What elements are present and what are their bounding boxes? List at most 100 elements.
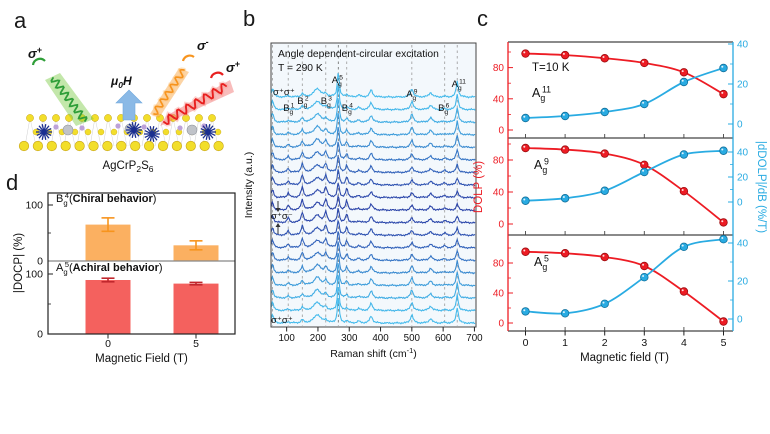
d-subpanel-title: Bg4(Chiral behavior) — [56, 191, 156, 207]
svg-text:40: 40 — [493, 289, 505, 300]
svg-text:400: 400 — [372, 333, 389, 344]
data-point — [719, 146, 728, 155]
silver-atom — [186, 124, 198, 136]
svg-text:Ag9: Ag9 — [406, 89, 418, 102]
svg-text:0: 0 — [498, 319, 504, 330]
svg-text:Ag11: Ag11 — [532, 85, 551, 103]
sigma-plus-incident-label: σ+ — [28, 45, 43, 61]
c-right-axis-label: |dDOLP|/dB (%/T) — [755, 141, 767, 233]
beams — [31, 54, 234, 127]
data-point — [521, 196, 530, 205]
data-point — [600, 149, 609, 158]
svg-text:Bg2: Bg2 — [297, 96, 309, 109]
sigma-minus-curl-icon — [181, 54, 195, 62]
sulfur-atom — [65, 114, 73, 122]
svg-text:40: 40 — [737, 40, 749, 51]
data-point — [600, 186, 609, 195]
data-point — [640, 261, 649, 271]
x-axis-label: Raman shift (cm-1) — [330, 346, 417, 360]
svg-text:20: 20 — [737, 277, 749, 288]
panel-a-schematic: σ+ σ-σ+ μ0H AgCrP2S6 — [18, 37, 241, 174]
svg-text:1: 1 — [562, 337, 568, 349]
sigma-minus-label: σ- — [197, 37, 209, 53]
compound-label: AgCrP2S6 — [102, 160, 153, 174]
raman-trace — [271, 141, 476, 162]
magnetic-field-arrow — [115, 89, 143, 121]
sulfur-atom — [39, 114, 47, 122]
svg-text:Ag11: Ag11 — [452, 79, 467, 92]
d-y-axis-label: |DOCP| (%) — [13, 233, 25, 293]
svg-text:300: 300 — [341, 333, 358, 344]
series-line-right — [525, 67, 724, 119]
c-x-axis-label: Magnetic field (T) — [580, 352, 669, 364]
raman-trace — [271, 73, 476, 99]
data-point — [560, 50, 570, 60]
svg-text:40: 40 — [493, 94, 505, 105]
sulfur-atom — [26, 114, 34, 122]
data-point — [679, 186, 689, 196]
sulfur-atom — [91, 114, 99, 122]
data-point — [560, 194, 570, 203]
sulfur-atom — [104, 114, 112, 122]
phosphorus-atom — [177, 125, 183, 131]
svg-text:5: 5 — [193, 338, 199, 350]
d-x-axis: 0 5 Magnetic Field (T) — [95, 334, 199, 365]
bar — [173, 283, 219, 334]
d-y-axis: |DOCP| (%) — [13, 233, 25, 293]
raman-trace — [271, 263, 476, 288]
c-subpanel-c-middle: 0 40 80 0 20 40 Ag9 — [493, 138, 749, 236]
panel-b-temperature: T = 290 K — [278, 63, 323, 74]
data-point — [600, 252, 609, 262]
chromium-atom — [36, 124, 52, 140]
svg-text:5: 5 — [721, 337, 727, 349]
data-point — [600, 107, 609, 117]
svg-text:200: 200 — [310, 333, 327, 344]
raman-trace — [271, 154, 476, 174]
svg-text:0: 0 — [498, 126, 504, 137]
raman-trace — [271, 169, 476, 187]
panel-c-letter: c — [477, 6, 488, 31]
data-point — [719, 89, 728, 99]
panel-b-raman-chart: Angle dependent-circular excitation T = 2… — [243, 42, 483, 360]
svg-text:Ag5: Ag5 — [534, 254, 549, 272]
svg-text:20: 20 — [737, 173, 749, 184]
scattered-plus-beam — [160, 80, 234, 126]
data-point — [521, 247, 530, 256]
data-point — [640, 58, 649, 68]
svg-text:100: 100 — [278, 333, 295, 344]
crystal-lattice — [18, 114, 224, 152]
series-line-left — [525, 250, 725, 323]
panel-d-letter: d — [6, 170, 19, 195]
svg-text:2: 2 — [602, 337, 608, 349]
data-point — [560, 249, 570, 258]
svg-text:40: 40 — [737, 239, 749, 250]
raman-trace — [271, 287, 476, 313]
svg-text:0: 0 — [37, 329, 43, 341]
data-point — [679, 242, 689, 251]
data-point — [719, 218, 728, 227]
svg-text:80: 80 — [493, 259, 505, 270]
labels: σ+ σ-σ+ μ0H AgCrP2S6 — [28, 37, 241, 174]
sigma-plus-curl-icon — [31, 57, 46, 66]
data-point — [560, 111, 570, 121]
data-point — [521, 49, 530, 58]
sulfur-atom — [143, 114, 151, 122]
raman-trace — [271, 113, 476, 137]
data-point — [521, 113, 530, 123]
d-subpanel-title: Ag5(Achiral behavior) — [56, 260, 163, 276]
data-point — [560, 145, 570, 154]
field-label: μ0H — [110, 74, 132, 90]
data-point — [719, 63, 728, 73]
chromium-atom — [144, 126, 160, 142]
svg-text:3: 3 — [641, 337, 647, 349]
svg-text:40: 40 — [493, 188, 505, 199]
raman-trace — [271, 194, 476, 212]
c-x-axis: 0 1 2 3 4 5 Magnetic field (T) — [523, 331, 727, 364]
data-point — [640, 273, 649, 282]
bar — [173, 245, 219, 261]
sigma-plus-curl-icon — [209, 71, 224, 79]
svg-text:0: 0 — [523, 337, 529, 349]
data-point — [719, 317, 728, 326]
